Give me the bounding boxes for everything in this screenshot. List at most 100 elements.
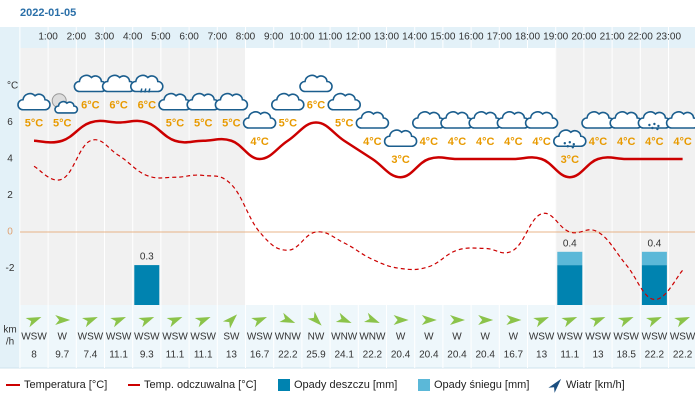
rain-bar (557, 265, 583, 305)
temp-label: 3°C (391, 154, 410, 166)
hour-label: 23:00 (656, 32, 681, 43)
legend-label: Temperatura [°C] (24, 379, 107, 391)
temp-label: 4°C (420, 136, 439, 148)
wind-arrow-shape (450, 315, 465, 325)
wind-speed: 16.7 (250, 350, 270, 361)
wind-speed: 20.4 (391, 350, 411, 361)
precip-label: 0.4 (647, 238, 661, 249)
wind-speed: 11.1 (109, 350, 128, 361)
precip-label: 0.4 (563, 238, 577, 249)
hour-label: 13:00 (374, 32, 399, 43)
y-tick-label: 4 (7, 154, 13, 165)
wind-direction: WNW (331, 332, 358, 343)
wind-arrow-shape (533, 316, 549, 328)
left-panel (0, 27, 20, 368)
snow-bar (641, 251, 667, 266)
wind-arrow (307, 311, 322, 326)
wind-arrow (25, 316, 42, 328)
snow-flake (657, 124, 660, 128)
rain-bar (641, 265, 667, 305)
wind-arrow-shape (421, 315, 437, 325)
wind-direction: WSW (134, 332, 160, 343)
wind-arrow (589, 316, 606, 328)
temp-label: 6°C (109, 99, 128, 111)
wind-direction: WSW (190, 332, 216, 343)
wind-speed: 11.1 (166, 350, 185, 361)
rain-drop (140, 88, 143, 93)
wind-arrow-shape (393, 315, 409, 325)
snow-flake (656, 127, 659, 131)
wind-arrow-shape (617, 316, 634, 328)
wind-speed: 20.4 (419, 350, 439, 361)
wind-speed: 8 (31, 350, 37, 361)
wind-arrow (674, 316, 690, 328)
temp-label: 4°C (617, 136, 636, 148)
wind-direction: WSW (162, 332, 188, 343)
wind-direction: W (452, 332, 462, 343)
feels-like-line (33, 139, 684, 301)
cloud-icon (355, 111, 390, 129)
wind-direction: W (509, 332, 519, 343)
temp-label: 4°C (673, 136, 692, 148)
snow-flake (572, 143, 575, 146)
wind-arrow-shape (506, 315, 522, 325)
wind-arrow-shape (25, 316, 42, 328)
temp-label: 4°C (645, 136, 664, 148)
wind-speed: 20.4 (447, 350, 467, 361)
legend-label: Opady deszczu [mm] (294, 379, 397, 391)
cloud-icon (242, 111, 277, 129)
temp-label: 4°C (448, 136, 467, 148)
wind-direction: WSW (529, 332, 555, 343)
temp-label: 5°C (279, 118, 298, 130)
temp-label: 4°C (589, 136, 608, 148)
wind-speed: 22.2 (363, 350, 383, 361)
legend-label: Temp. odczuwalna [°C] (144, 379, 257, 391)
cloud-icon (271, 92, 305, 111)
date-title: 2022-01-05 (20, 7, 76, 19)
wind-direction: WNW (359, 332, 386, 343)
legend-wind-arrow (548, 378, 562, 393)
wind-arrow-shape (478, 315, 494, 325)
temp-label: 5°C (335, 118, 354, 130)
wind-direction: WSW (585, 332, 611, 343)
temp-label: 5°C (222, 118, 241, 130)
wind-unit: km (3, 325, 16, 336)
hour-label: 17:00 (487, 32, 512, 43)
snow-flake (566, 145, 569, 148)
legend-label: Opady śniegu [mm] (434, 379, 529, 391)
wind-arrow (617, 316, 634, 328)
wind-arrow (166, 316, 183, 328)
cloud-icon (130, 74, 164, 93)
snow-flake (653, 122, 656, 126)
wind-speed: 18.5 (616, 350, 636, 361)
wind-direction: W (424, 332, 434, 343)
wind-speed: 7.4 (83, 350, 97, 361)
wind-direction: WSW (670, 332, 695, 343)
hour-label: 6:00 (179, 32, 199, 43)
wind-speed: 22.2 (645, 350, 665, 361)
wind-speed: 9.7 (55, 350, 69, 361)
wind-arrow-shape (335, 312, 352, 324)
cloud-icon (214, 92, 249, 111)
wind-direction: SW (223, 332, 240, 343)
snow-flake (571, 146, 574, 149)
wind-arrow (335, 312, 352, 324)
wind-arrow (82, 316, 98, 328)
wind-arrow-shape (82, 316, 98, 328)
y-tick-label: 6 (7, 117, 13, 128)
wind-arrow-shape (110, 316, 126, 328)
wind-speed: 25.9 (306, 350, 326, 361)
snow-flake (651, 126, 654, 130)
wind-arrow-shape (364, 312, 380, 324)
rain-bar (134, 265, 160, 305)
y-axis-label: °C (7, 81, 18, 92)
temp-label: 6°C (307, 99, 326, 111)
hour-label: 10:00 (289, 32, 314, 43)
temp-label: 4°C (363, 136, 382, 148)
wind-arrow-shape (222, 314, 238, 329)
wind-direction: W (480, 332, 490, 343)
cloud-icon (524, 111, 559, 129)
wind-direction: WSW (247, 332, 273, 343)
wind-arrow-shape (646, 316, 662, 328)
